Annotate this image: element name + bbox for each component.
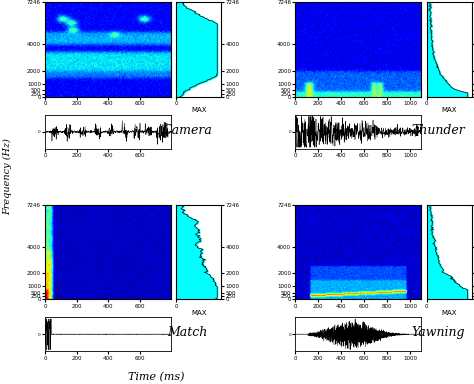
Text: Frequency (Hz): Frequency (Hz): [2, 138, 12, 215]
X-axis label: MAX: MAX: [441, 310, 457, 316]
Text: Thunder: Thunder: [411, 124, 465, 137]
Text: Time (ms): Time (ms): [128, 372, 185, 382]
X-axis label: MAX: MAX: [441, 108, 457, 113]
X-axis label: MAX: MAX: [191, 310, 207, 316]
Text: Yawning: Yawning: [411, 326, 465, 339]
Text: Match: Match: [167, 326, 208, 339]
X-axis label: MAX: MAX: [191, 108, 207, 113]
Text: Camera: Camera: [163, 124, 212, 137]
